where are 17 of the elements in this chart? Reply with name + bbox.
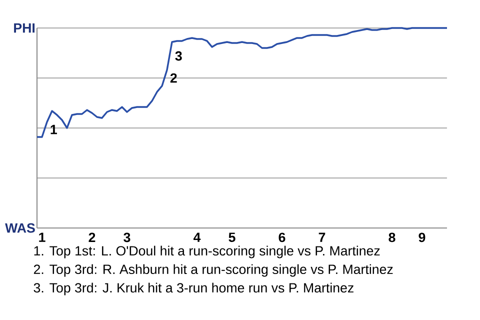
x-tick-label: 1 — [39, 232, 46, 242]
x-tick-label: 5 — [228, 232, 236, 242]
annotation: 3 — [175, 51, 182, 61]
text: 3. Top 3rd: J. Kruk hit a 3-run home run vs P. Martinez — [34, 282, 354, 296]
text: 1. Top 1st: L. O'Doul hit a run-scoring single vs P. Martinez — [34, 246, 380, 258]
annotation: 1 — [50, 124, 57, 134]
x-tick-label: 8 — [388, 232, 396, 242]
x-tick-label: 9 — [418, 232, 426, 242]
text: PHI — [14, 23, 35, 33]
text: 2. Top 3rd: R. Ashburn hit a run-scoring single vs P. Martinez — [34, 264, 393, 277]
x-tick-label: 3 — [124, 232, 130, 242]
x-tick-label: 7 — [318, 232, 326, 242]
x-tick-label: 6 — [278, 232, 286, 242]
text: WAS — [5, 223, 35, 233]
x-tick-label: 2 — [88, 232, 96, 242]
x-tick-label: 4 — [194, 232, 201, 242]
annotation: 2 — [170, 73, 177, 83]
